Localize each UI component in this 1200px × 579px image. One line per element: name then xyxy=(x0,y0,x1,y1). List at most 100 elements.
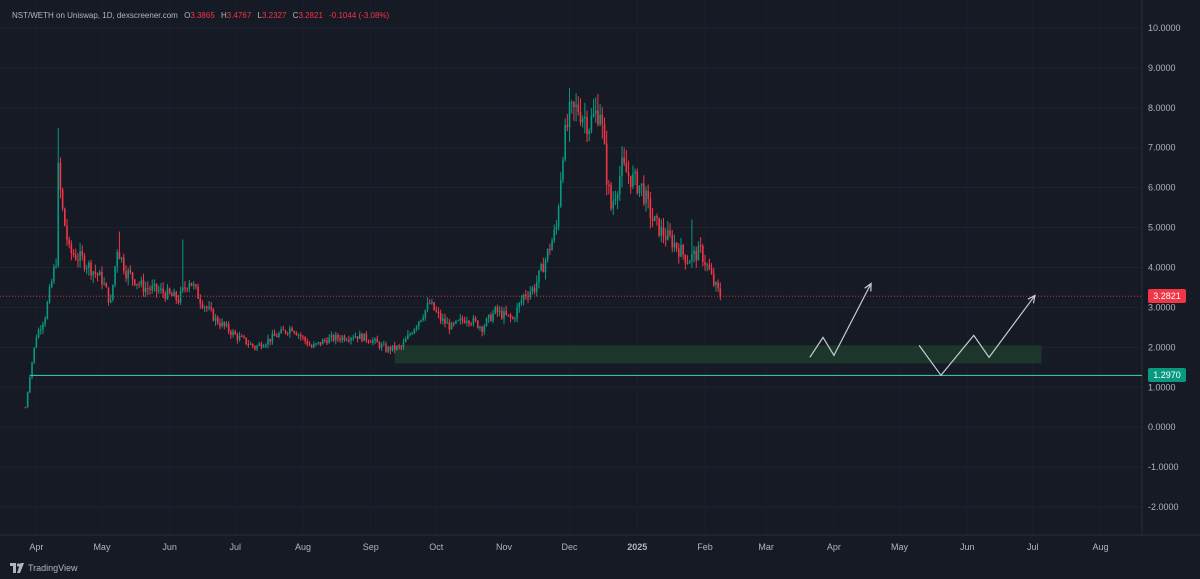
candle-body xyxy=(643,183,645,204)
candle-body xyxy=(492,313,494,322)
candle-body xyxy=(677,248,680,257)
candle-body xyxy=(131,272,134,280)
x-tick-label: Jun xyxy=(162,542,177,552)
candle-body xyxy=(116,251,119,267)
x-tick-label: Jul xyxy=(229,542,241,552)
levels-layer xyxy=(0,295,1142,377)
high-label: H xyxy=(221,11,227,20)
candle-body xyxy=(321,339,324,345)
candle-body xyxy=(520,300,523,303)
candle-body xyxy=(42,324,44,330)
candle-body xyxy=(555,226,558,230)
candle-body xyxy=(313,344,315,348)
candle-body xyxy=(424,309,427,318)
candle-body xyxy=(651,217,654,221)
x-tick-label: Jun xyxy=(960,542,975,552)
candle-body xyxy=(317,342,320,344)
candle-body xyxy=(225,324,228,326)
low-value: 3.2327 xyxy=(261,11,287,20)
candle-body xyxy=(634,171,636,174)
candle-body xyxy=(540,264,542,271)
candle-body xyxy=(402,342,405,347)
y-tick-label: 10.0000 xyxy=(1148,23,1181,33)
candle-body xyxy=(46,302,49,319)
change-value: -0.1044 (-3.08%) xyxy=(329,11,390,20)
last-price-tag: 3.2821 xyxy=(1148,289,1186,304)
candle-body xyxy=(282,329,285,331)
candle-body xyxy=(240,336,243,338)
candle-body xyxy=(219,323,221,327)
candle-body xyxy=(369,341,372,343)
candle-body xyxy=(339,338,341,341)
candle-body xyxy=(29,377,31,393)
candle-body xyxy=(66,225,68,240)
candle-body xyxy=(457,320,459,322)
candle-body xyxy=(645,190,647,204)
candle-body xyxy=(374,338,376,341)
candle-body xyxy=(529,291,532,298)
candle-body xyxy=(592,113,595,117)
candle-body xyxy=(332,335,335,341)
candle-body xyxy=(474,317,477,321)
candle-body xyxy=(717,282,719,289)
candle-body xyxy=(214,317,217,321)
candle-body xyxy=(223,322,226,326)
candle-body xyxy=(88,262,90,269)
projection-path xyxy=(918,295,1036,377)
x-tick-label: 2025 xyxy=(627,542,647,552)
candles-layer xyxy=(24,87,722,409)
candle-body xyxy=(271,333,274,342)
candle-body xyxy=(304,337,306,341)
candle-body xyxy=(302,336,304,338)
candle-body xyxy=(278,333,280,337)
candle-body xyxy=(114,266,116,285)
candle-body xyxy=(142,280,145,293)
candle-body xyxy=(81,251,84,256)
y-tick-label: -2.0000 xyxy=(1148,502,1179,512)
projection-layer xyxy=(809,282,1036,377)
candle-body xyxy=(201,303,204,308)
candle-body xyxy=(605,143,608,185)
candle-body xyxy=(448,322,451,330)
candle-body xyxy=(527,296,529,298)
candle-body xyxy=(254,346,256,349)
candle-body xyxy=(210,306,213,310)
candle-body xyxy=(299,334,302,337)
candle-body xyxy=(269,338,271,342)
grid xyxy=(0,0,1200,536)
candle-body xyxy=(588,130,591,135)
candle-body xyxy=(140,280,143,285)
candle-body xyxy=(376,338,379,343)
candle-body xyxy=(640,183,643,186)
candle-body xyxy=(490,314,492,322)
candle-body xyxy=(186,288,188,290)
candle-body xyxy=(468,321,470,324)
candle-body xyxy=(566,125,569,128)
candle-body xyxy=(507,314,510,316)
brand[interactable]: TradingView xyxy=(10,563,78,573)
candle-body xyxy=(162,288,164,294)
candle-body xyxy=(92,271,95,276)
candle-body xyxy=(664,236,667,240)
candle-body xyxy=(144,287,147,293)
candle-body xyxy=(234,331,237,335)
candle-body xyxy=(337,334,339,339)
candle-body xyxy=(256,345,258,349)
candle-body xyxy=(367,340,370,342)
candle-body xyxy=(57,162,60,266)
candle-body xyxy=(608,184,610,186)
candle-body xyxy=(107,287,110,303)
candle-body xyxy=(568,102,571,128)
candle-body xyxy=(230,331,232,336)
candle-body xyxy=(426,303,429,310)
candle-body xyxy=(549,249,551,251)
candle-body xyxy=(258,343,261,346)
candle-body xyxy=(26,392,29,408)
candle-body xyxy=(101,271,103,285)
candle-body xyxy=(136,284,138,286)
candle-body xyxy=(129,270,132,273)
candle-body xyxy=(470,323,473,325)
candle-body xyxy=(289,328,291,334)
candle-body xyxy=(251,343,254,347)
